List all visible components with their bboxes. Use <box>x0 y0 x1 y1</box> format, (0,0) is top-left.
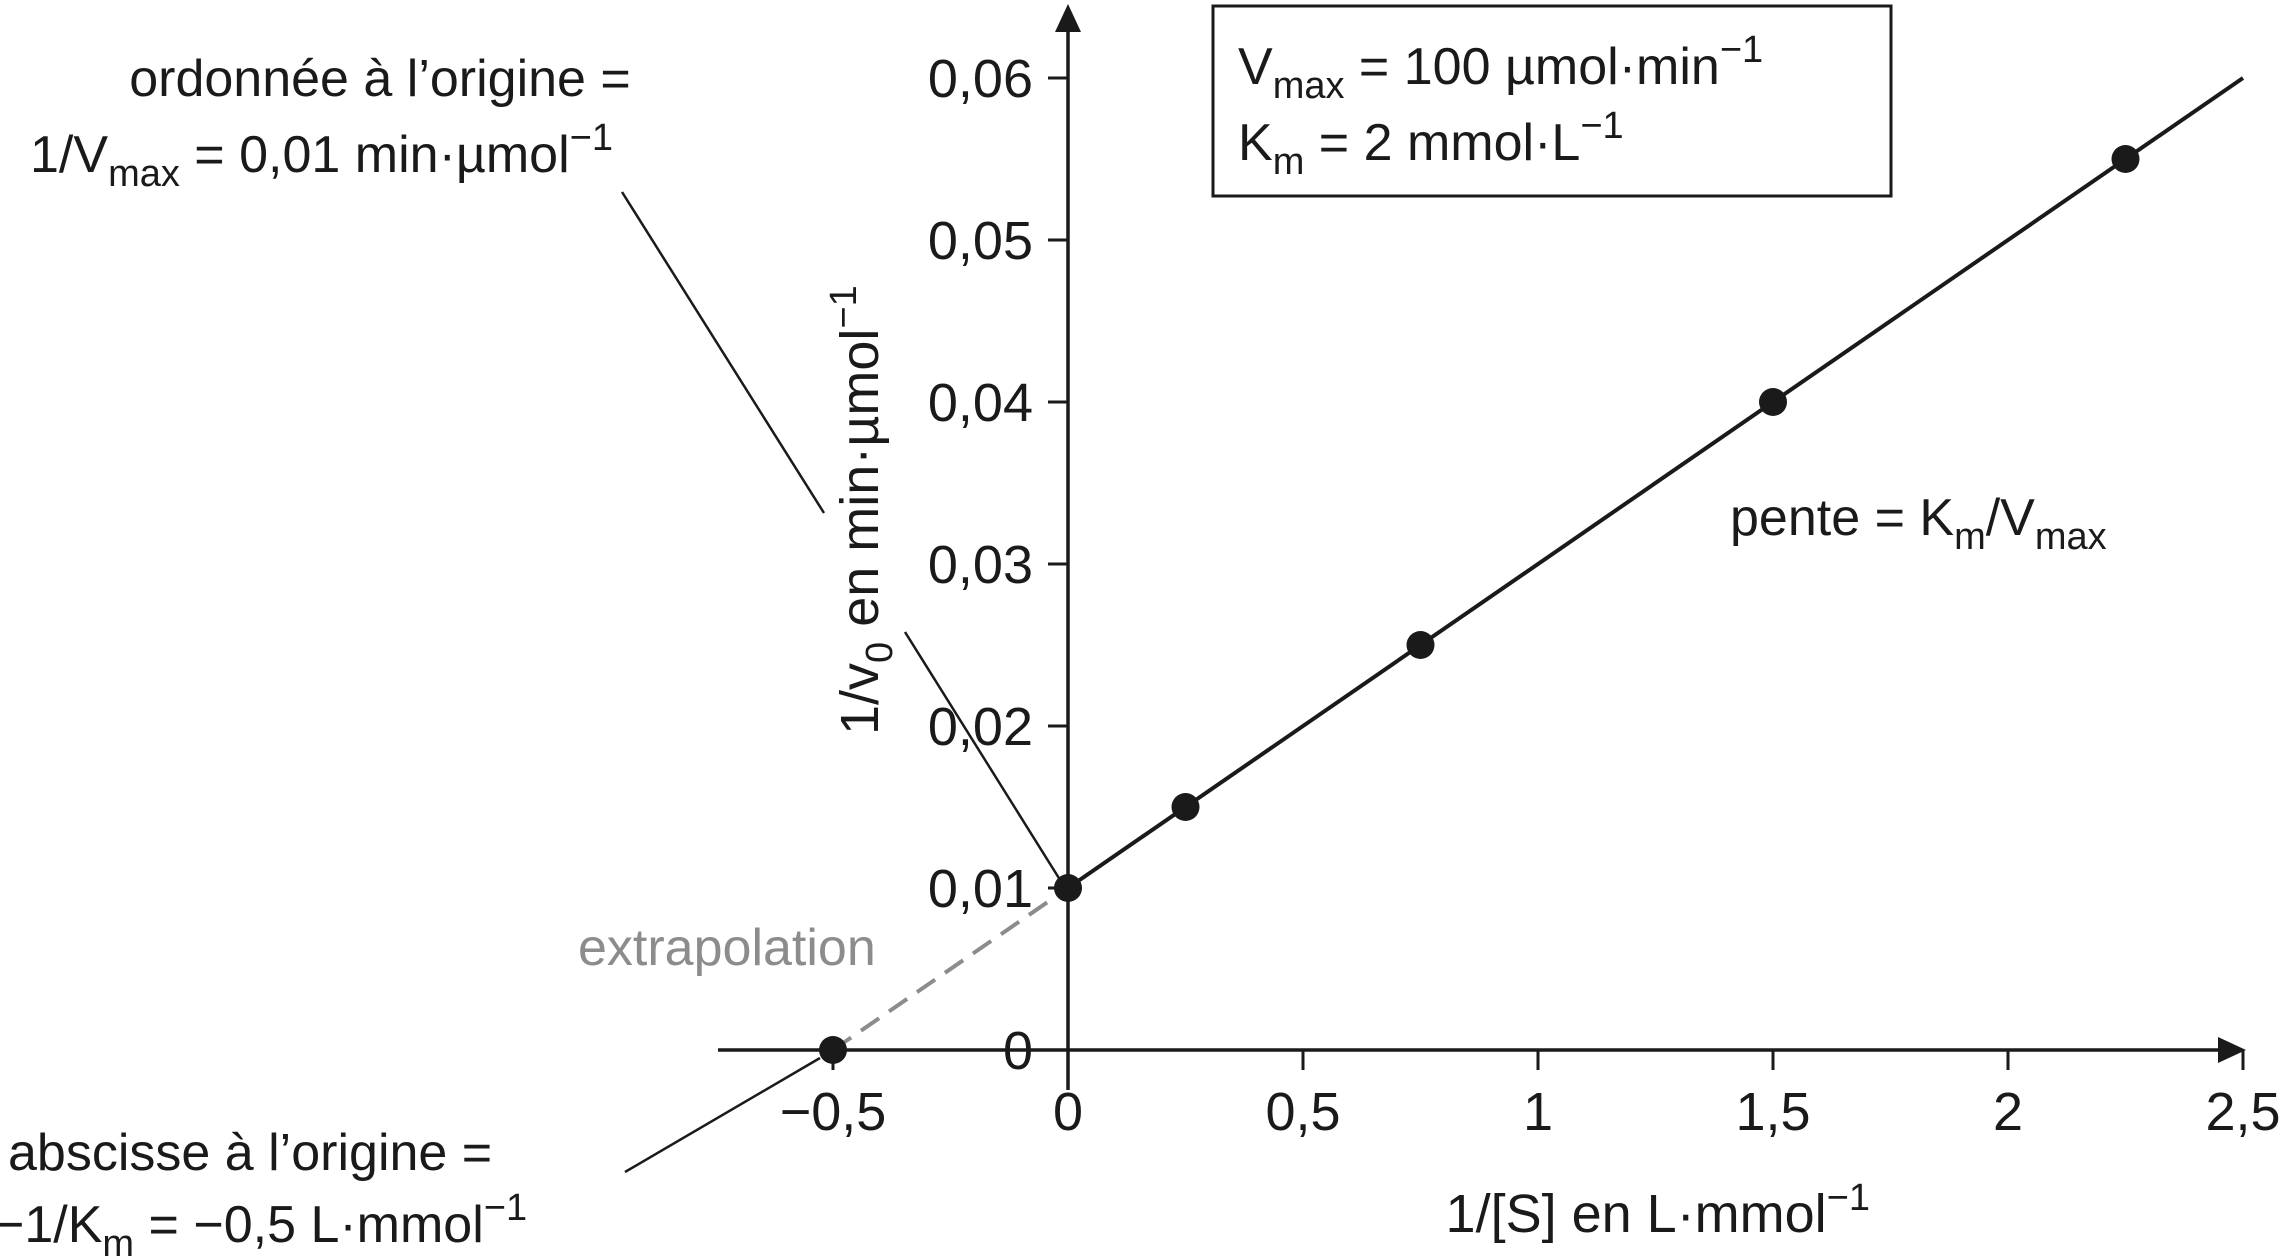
y-tick-label: 0,01 <box>928 859 1033 919</box>
y-ticks: 0 0,01 0,02 0,03 0,04 0,05 0,06 <box>928 49 1068 1081</box>
x-tick-label: 1,5 <box>1735 1082 1810 1142</box>
y-tick-label: 0,03 <box>928 535 1033 595</box>
intercept-annotation-line1: ordonnée à l’origine = <box>129 50 631 108</box>
y-axis-arrow <box>1055 4 1081 32</box>
x-axis-arrow <box>2218 1037 2246 1063</box>
abscissa-leader-line <box>624 1056 821 1174</box>
x-tick-label: 0,5 <box>1265 1082 1340 1142</box>
x-tick-label: 1 <box>1523 1082 1553 1142</box>
km-value: Km = 2 mmol·L−1 <box>1238 105 1624 183</box>
extrapolation-label: extrapolation <box>578 919 876 977</box>
abscissa-annotation-line1: abscisse à l’origine = <box>8 1124 492 1182</box>
x-tick-label: −0,5 <box>780 1082 887 1142</box>
x-ticks: −0,5 0 0,5 1 1,5 2 2,5 <box>780 1050 2281 1142</box>
axes <box>718 4 2246 1090</box>
data-point <box>1759 388 1787 416</box>
data-point <box>1406 631 1435 659</box>
data-point <box>819 1036 847 1064</box>
extrapolation-line <box>831 886 1070 1052</box>
vmax-value: Vmax = 100 µmol·min−1 <box>1238 29 1763 107</box>
y-tick-label: 0,04 <box>928 373 1033 433</box>
slope-annotation: pente = Km/Vmax <box>1730 489 2107 558</box>
x-tick-label: 0 <box>1053 1082 1083 1142</box>
y-tick-label: 0 <box>1003 1021 1033 1081</box>
y-tick-label: 0,02 <box>928 697 1033 757</box>
x-axis-label: 1/[S] en L·mmol−1 <box>1446 1177 1870 1244</box>
x-tick-label: 2,5 <box>2205 1082 2280 1142</box>
data-point <box>2111 145 2140 173</box>
abscissa-annotation-line2: −1/Km = −0,5 L·mmol−1 <box>0 1187 527 1258</box>
parameters-box <box>1211 4 1893 198</box>
intercept-leader-line <box>620 191 826 514</box>
y-axis-label: 1/v0 en min·µmol−1 <box>823 285 901 735</box>
fit-line <box>1066 76 2245 890</box>
intercept-leader-line-2 <box>903 631 1064 884</box>
x-tick-label: 2 <box>1993 1082 2023 1142</box>
data-point <box>1171 793 1200 821</box>
y-tick-label: 0,05 <box>928 211 1033 271</box>
y-tick-label: 0,06 <box>928 49 1033 109</box>
intercept-annotation-line2: 1/Vmax = 0,01 min·µmol−1 <box>30 117 613 195</box>
